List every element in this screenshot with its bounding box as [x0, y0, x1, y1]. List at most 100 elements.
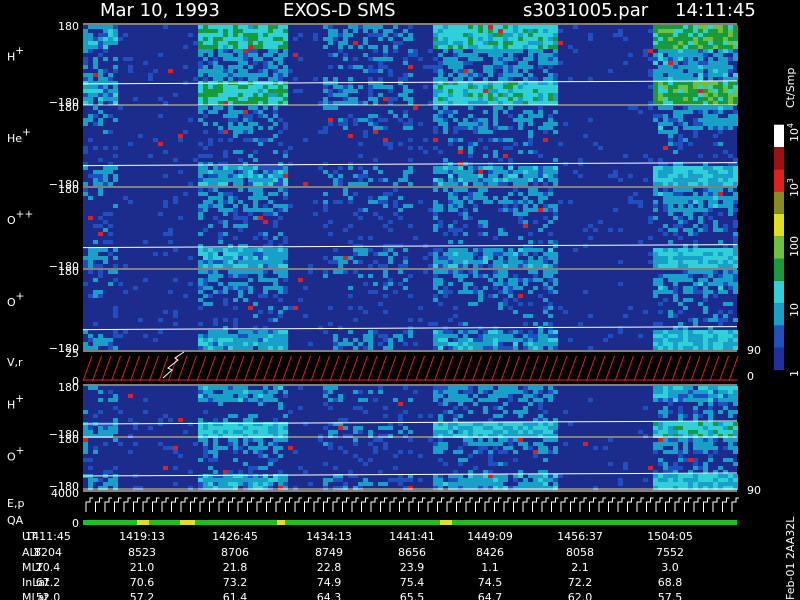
spectrogram-cell [523, 338, 528, 342]
spectrogram-cell [723, 85, 728, 89]
spectrogram-cell [453, 41, 458, 45]
spectrogram-cell [253, 390, 258, 394]
spectrogram-cell [238, 252, 243, 256]
spectrogram-cell [263, 390, 268, 394]
spectrogram-cell [263, 25, 268, 29]
spectrogram-cell [453, 182, 458, 186]
spectrogram-cell [278, 118, 283, 122]
spectrogram-cell [708, 106, 713, 110]
spectrogram-cell [83, 45, 88, 49]
spectrogram-cell [433, 114, 438, 118]
spectrogram-cell [108, 430, 113, 434]
spectrogram-cell [718, 386, 723, 390]
spectrogram-cell [528, 208, 533, 212]
spectrogram-cell [453, 200, 458, 204]
spectrogram-cell [493, 106, 498, 110]
spectrogram-cell [473, 182, 478, 186]
spectrogram-cell [448, 398, 453, 402]
spectrogram-cell [663, 188, 668, 192]
spectrogram-cell [323, 106, 328, 110]
spectrogram-cell [713, 174, 718, 178]
spectrogram-cell [533, 174, 538, 178]
spectrogram-cell [253, 158, 258, 162]
spectrogram-cell [533, 260, 538, 264]
spectrogram-cell [248, 390, 253, 394]
spectrogram-cell [673, 314, 678, 318]
spectrogram-cell [493, 45, 498, 49]
spectrogram-cell [698, 89, 703, 93]
spectrogram-cell [128, 434, 133, 438]
spectrogram-cell [358, 482, 363, 486]
spectrogram-cell [438, 170, 443, 174]
spectrogram-cell [443, 158, 448, 162]
spectrogram-cell [423, 150, 428, 154]
spectrogram-cell [538, 49, 543, 53]
spectrogram-cell [228, 110, 233, 114]
spectrogram-cell [223, 286, 228, 290]
spectrogram-cell [548, 390, 553, 394]
spectrogram-cell [373, 438, 378, 442]
spectrogram-cell [713, 93, 718, 97]
spectrogram-cell [253, 204, 258, 208]
spectrogram-cell [458, 61, 463, 65]
spectrogram-cell [498, 422, 503, 426]
spectrogram-cell [733, 410, 738, 414]
spectrogram-cell [488, 41, 493, 45]
spectrogram-cell [553, 85, 558, 89]
spectrogram-cell [228, 438, 233, 442]
spectrogram-cell [213, 474, 218, 478]
spectrogram-cell [668, 106, 673, 110]
spectrogram-cell [683, 101, 688, 105]
spectrogram-cell [218, 426, 223, 430]
spectrogram-cell [433, 286, 438, 290]
spectrogram-cell [703, 398, 708, 402]
spectrogram-cell [258, 188, 263, 192]
spectrogram-cell [663, 57, 668, 61]
spectrogram-cell [678, 422, 683, 426]
spectrogram-cell [368, 65, 373, 69]
spectrogram-cell [328, 446, 333, 450]
spectrogram-cell [248, 466, 253, 470]
spectrogram-cell [523, 204, 528, 208]
spectrogram-cell [198, 232, 203, 236]
spectrogram-cell [443, 166, 448, 170]
spectrogram-cell [558, 142, 563, 146]
spectrogram-cell [398, 77, 403, 81]
spectrogram-cell [278, 346, 283, 350]
instrument: EXOS-D SMS [283, 0, 396, 21]
spectrogram-cell [468, 260, 473, 264]
spectrogram-cell [433, 130, 438, 134]
spectrogram-cell [533, 85, 538, 89]
spectrogram-cell [118, 442, 123, 446]
spectrogram-cell [683, 394, 688, 398]
spectrogram-cell [203, 282, 208, 286]
spectrogram-cell [538, 174, 543, 178]
spectrogram-cell [488, 69, 493, 73]
spectrogram-cell [533, 37, 538, 41]
spectrogram-cell [358, 458, 363, 462]
spectrogram-cell [678, 196, 683, 200]
spectrogram-cell [483, 110, 488, 114]
spectrogram-cell [258, 114, 263, 118]
spectrogram-cell [673, 224, 678, 228]
spectrogram-cell [373, 130, 378, 134]
spectrogram-cell [503, 174, 508, 178]
spectrogram-cell [633, 200, 638, 204]
spectrogram-cell [518, 45, 523, 49]
spectrogram-cell [343, 41, 348, 45]
spectrogram-cell [208, 294, 213, 298]
spectrogram-cell [238, 228, 243, 232]
spectrogram-cell [108, 390, 113, 394]
spectrogram-cell [688, 106, 693, 110]
spectrogram-cell [483, 37, 488, 41]
spectrogram-cell [548, 240, 553, 244]
spectrogram-cell [493, 174, 498, 178]
spectrogram-cell [468, 426, 473, 430]
spectrogram-cell [88, 196, 93, 200]
spectrogram-cell [403, 264, 408, 268]
spectrogram-cell [243, 126, 248, 130]
spectrogram-cell [168, 290, 173, 294]
spectrogram-cell [498, 73, 503, 77]
spectrogram-cell [728, 342, 733, 346]
spectrogram-cell [388, 282, 393, 286]
